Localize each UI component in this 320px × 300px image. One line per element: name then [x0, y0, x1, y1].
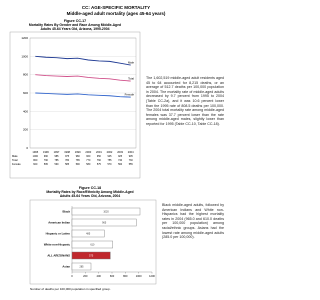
x-tick-label: 400: [97, 274, 102, 278]
y-tick-label: ALL ARIZONANS: [47, 254, 70, 258]
y-tick-label: 600: [23, 91, 28, 95]
table-header: 2001: [96, 150, 102, 154]
y-tick-label: White non-Hispanic: [44, 243, 71, 247]
table-cell: 730: [129, 159, 134, 162]
series-line: [35, 92, 131, 98]
table-header: 2003: [117, 150, 123, 154]
paragraph: Black middle-aged adults, followed by Am…: [162, 203, 224, 240]
y-tick-label: Hispanic or Latino: [46, 232, 71, 236]
x-tick-label: 1000: [136, 274, 142, 278]
bar: [71, 207, 141, 216]
figure-title: Mortality Rates by Race/Ethnicity Among …: [46, 190, 133, 194]
series-label: Male: [128, 61, 135, 65]
table-cell: 555: [129, 163, 134, 166]
data-label: 610: [90, 244, 95, 247]
table-row-label: Total: [12, 158, 18, 162]
figure-title: Mortality Rates By Gender and Race Among…: [29, 23, 121, 27]
series-line: [35, 74, 131, 82]
paragraph: The 1,602,519 middle-aged adult resident…: [146, 76, 224, 126]
table-header: 1996: [43, 150, 49, 154]
table-cell: 570: [108, 163, 113, 166]
table-cell: 960: [86, 155, 91, 158]
table-header: 2002: [107, 150, 113, 154]
table-cell: 590: [76, 163, 81, 166]
table-row-label: Male: [12, 154, 18, 158]
y-tick-label: American Indian: [48, 221, 70, 225]
table-header: 1998: [64, 150, 70, 154]
table-header: 1995: [32, 150, 38, 154]
plot-frame: [29, 37, 137, 149]
data-label: 1020: [103, 211, 109, 214]
bar: [71, 262, 92, 271]
figure-title: Adults 45-64 Years Old, Arizona, 2004: [60, 194, 120, 198]
table-cell: 1000: [33, 155, 39, 158]
data-label: 965: [102, 222, 107, 225]
y-tick-label: Asian: [62, 265, 70, 269]
y-tick-label: 1200: [21, 36, 28, 40]
series-line: [35, 55, 131, 66]
table-cell: 590: [55, 163, 60, 166]
table-cell: 585: [65, 163, 70, 166]
y-tick-label: 0: [26, 146, 28, 150]
x-tick-label: 0: [71, 274, 73, 278]
table-cell: 760: [97, 159, 102, 162]
table-cell: 770: [86, 159, 91, 162]
figure-frame: [9, 31, 141, 179]
figure-label: Figure CC-17: [64, 19, 86, 23]
x-tick-label: 800: [123, 274, 128, 278]
table-cell: 785: [55, 159, 60, 162]
table-cell: 580: [86, 163, 91, 166]
table-row-label: Female: [12, 162, 21, 166]
table-cell: 780: [65, 159, 70, 162]
bar: [71, 229, 105, 238]
table-cell: 800: [33, 159, 38, 162]
table-header: 2000: [85, 150, 91, 154]
table-header: 1999: [75, 150, 81, 154]
data-label: 285: [80, 266, 85, 269]
table-cell: 790: [44, 159, 49, 162]
table-cell: 785: [76, 159, 81, 162]
page-svg: CC: AGE-SPECIFIC MORTALITY Middle-aged a…: [9, 5, 166, 291]
y-tick-label: 800: [23, 73, 28, 77]
table-cell: 975: [65, 155, 70, 158]
x-tick-label: 1200: [149, 274, 155, 278]
footnote: Number of deaths per 100,000 population …: [30, 287, 111, 291]
table-cell: 925: [118, 155, 123, 158]
section-subtitle: Middle-aged adult mortality (ages 45-64 …: [67, 11, 166, 16]
table-header: 1997: [54, 150, 60, 154]
table-cell: 985: [55, 155, 60, 158]
figure-title: Adults 45-64 Years Old, Arizona, 1995-20…: [41, 27, 110, 31]
bar: [71, 251, 111, 260]
table-cell: 740: [118, 159, 123, 162]
table-cell: 755: [108, 159, 113, 162]
y-tick-label: 1000: [21, 54, 28, 58]
table-cell: 575: [97, 163, 102, 166]
table-cell: 980: [76, 155, 81, 158]
bar: [71, 218, 137, 227]
table-cell: 600: [33, 163, 38, 166]
series-label: Female: [125, 93, 135, 97]
y-tick-label: Black: [63, 210, 71, 214]
page: CC: AGE-SPECIFIC MORTALITY Middle-aged a…: [9, 5, 224, 291]
data-label: 485: [86, 233, 91, 236]
y-tick-label: 400: [23, 109, 28, 113]
bar: [71, 240, 113, 249]
section-title: CC: AGE-SPECIFIC MORTALITY: [82, 5, 150, 10]
table-cell: 950: [97, 155, 102, 158]
table-cell: 905: [129, 155, 134, 158]
y-tick-label: 200: [23, 128, 28, 132]
table-cell: 990: [44, 155, 49, 158]
x-tick-label: 600: [110, 274, 115, 278]
table-header: 2004: [128, 150, 134, 154]
data-label: 575: [89, 255, 94, 258]
figure-label: Figure CC-18: [79, 186, 101, 190]
table-cell: 945: [108, 155, 113, 158]
figure-frame: [29, 199, 157, 285]
table-cell: 560: [118, 163, 123, 166]
series-label: Total: [128, 77, 134, 81]
table-cell: 595: [44, 163, 49, 166]
x-tick-label: 200: [83, 274, 88, 278]
